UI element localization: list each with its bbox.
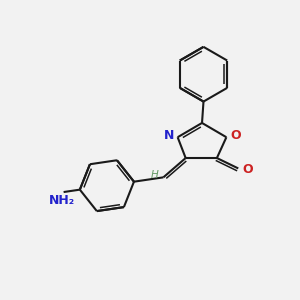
- Text: NH₂: NH₂: [49, 194, 75, 208]
- Text: O: O: [242, 164, 253, 176]
- Text: O: O: [230, 129, 241, 142]
- Text: N: N: [164, 129, 174, 142]
- Text: H: H: [151, 170, 159, 180]
